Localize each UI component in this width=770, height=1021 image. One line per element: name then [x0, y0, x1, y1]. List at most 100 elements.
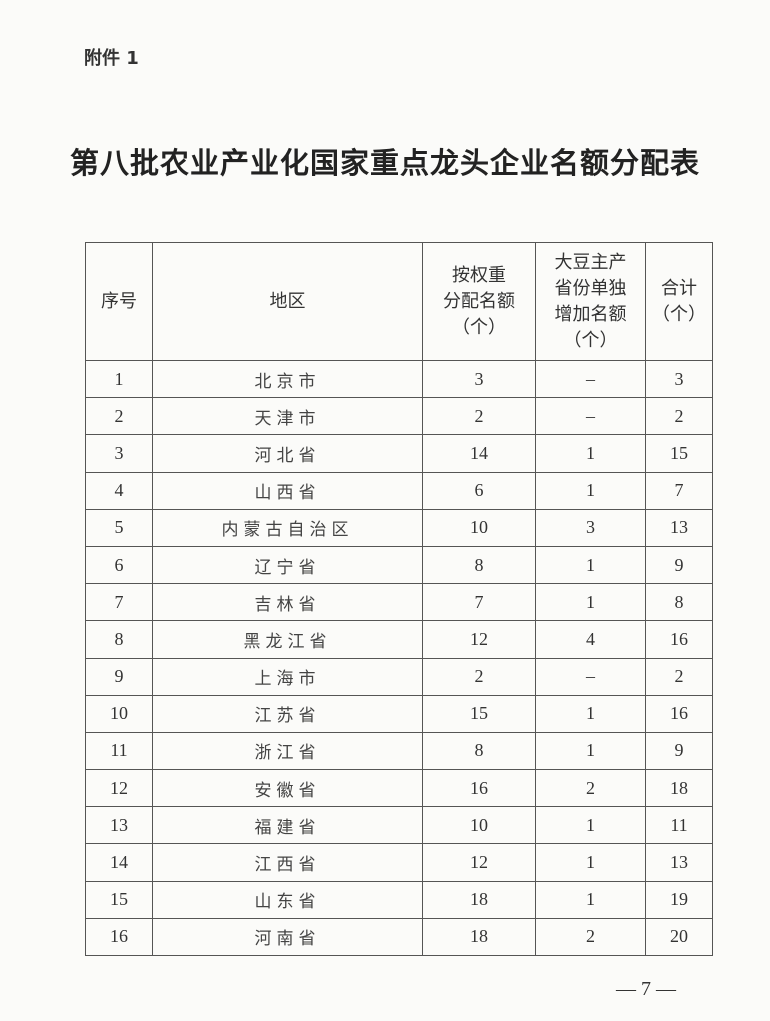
- table-row: 15 山东省 18 1 19: [85, 880, 713, 919]
- cell-index: 10: [85, 694, 153, 733]
- cell-weighted-quota: 8: [422, 545, 536, 585]
- cell-index: 7: [85, 583, 153, 622]
- cell-soybean-extra: 4: [535, 620, 646, 659]
- cell-soybean-extra: –: [535, 359, 646, 399]
- cell-total: 2: [645, 657, 713, 696]
- document-title: 第八批农业产业化国家重点龙头企业名额分配表: [69, 146, 700, 180]
- cell-total: 15: [645, 434, 713, 473]
- attachment-label: 附件 1: [84, 48, 139, 69]
- table-row: 11 浙江省 8 1 9: [85, 731, 713, 771]
- cell-weighted-quota: 10: [422, 806, 536, 845]
- cell-region: 河北省: [152, 434, 423, 473]
- cell-total: 8: [645, 583, 713, 622]
- cell-weighted-quota: 12: [422, 620, 536, 659]
- cell-index: 1: [85, 359, 153, 399]
- cell-index: 5: [85, 508, 153, 547]
- cell-index: 15: [85, 880, 153, 919]
- cell-index: 6: [85, 545, 153, 585]
- page-number: — 7 —: [616, 978, 676, 1000]
- table-row: 4 山西省 6 1 7: [85, 471, 713, 510]
- cell-region: 北京市: [152, 359, 423, 399]
- cell-soybean-extra: 1: [535, 583, 646, 622]
- cell-index: 4: [85, 471, 153, 510]
- cell-region: 吉林省: [152, 583, 423, 622]
- table-row: 1 北京市 3–3: [85, 359, 713, 399]
- cell-total: 9: [645, 731, 713, 771]
- cell-weighted-quota: 2: [422, 657, 536, 696]
- cell-soybean-extra: –: [535, 397, 646, 436]
- cell-index: 13: [85, 806, 153, 845]
- cell-weighted-quota: 18: [422, 917, 536, 957]
- cell-index: 3: [85, 434, 153, 473]
- table-row: 6 辽宁省 8 1 9: [85, 545, 713, 585]
- header-index: 序号: [85, 242, 153, 361]
- cell-weighted-quota: 12: [422, 843, 536, 882]
- cell-weighted-quota: 16: [422, 769, 536, 808]
- cell-weighted-quota: 8: [422, 731, 536, 771]
- table-row: 13 福建省 10 1 11: [85, 806, 713, 845]
- cell-region: 上海市: [152, 657, 423, 696]
- table-header-row: 序号 地区 按权重 分配名额 （个） 大豆主产 省份单独 增加名额 （个） 合计…: [85, 242, 713, 361]
- table-row: 2 天津市 2–2: [85, 397, 713, 436]
- header-total: 合计 （个）: [645, 242, 713, 361]
- cell-weighted-quota: 18: [422, 880, 536, 919]
- cell-soybean-extra: 1: [535, 806, 646, 845]
- cell-region: 河南省: [152, 917, 423, 957]
- cell-soybean-extra: –: [535, 657, 646, 696]
- table-row: 8 黑龙江省 12 4 16: [85, 620, 713, 659]
- cell-soybean-extra: 1: [535, 694, 646, 733]
- header-soybean-extra-quota: 大豆主产 省份单独 增加名额 （个）: [535, 242, 646, 361]
- cell-total: 13: [645, 508, 713, 547]
- table-row: 7 吉林省 7 1 8: [85, 583, 713, 622]
- cell-weighted-quota: 10: [422, 508, 536, 547]
- header-weighted-quota: 按权重 分配名额 （个）: [422, 242, 536, 361]
- cell-soybean-extra: 1: [535, 843, 646, 882]
- cell-index: 12: [85, 769, 153, 808]
- cell-index: 8: [85, 620, 153, 659]
- cell-weighted-quota: 6: [422, 471, 536, 510]
- table-row: 16 河南省 18 2 20: [85, 917, 713, 957]
- allocation-table: 序号 地区 按权重 分配名额 （个） 大豆主产 省份单独 增加名额 （个） 合计…: [85, 242, 713, 957]
- cell-weighted-quota: 15: [422, 694, 536, 733]
- cell-total: 2: [645, 397, 713, 436]
- cell-region: 浙江省: [152, 731, 423, 771]
- cell-region: 黑龙江省: [152, 620, 423, 659]
- table-row: 12 安徽省 16 2 18: [85, 769, 713, 808]
- cell-region: 辽宁省: [152, 545, 423, 585]
- table-row: 3 河北省 14 1 15: [85, 434, 713, 473]
- cell-total: 13: [645, 843, 713, 882]
- cell-region: 天津市: [152, 397, 423, 436]
- cell-index: 16: [85, 917, 153, 957]
- cell-weighted-quota: 7: [422, 583, 536, 622]
- cell-soybean-extra: 1: [535, 545, 646, 585]
- cell-total: 20: [645, 917, 713, 957]
- cell-region: 安徽省: [152, 769, 423, 808]
- cell-index: 2: [85, 397, 153, 436]
- table-row: 5 内蒙古自治区 10 3 13: [85, 508, 713, 547]
- table-row: 9 上海市 2–2: [85, 657, 713, 696]
- cell-total: 9: [645, 545, 713, 585]
- cell-total: 7: [645, 471, 713, 510]
- cell-soybean-extra: 1: [535, 471, 646, 510]
- cell-soybean-extra: 2: [535, 917, 646, 957]
- cell-soybean-extra: 1: [535, 731, 646, 771]
- cell-region: 福建省: [152, 806, 423, 845]
- cell-region: 江苏省: [152, 694, 423, 733]
- table-row: 10 江苏省 15 1 16: [85, 694, 713, 733]
- cell-soybean-extra: 1: [535, 880, 646, 919]
- cell-index: 9: [85, 657, 153, 696]
- cell-index: 11: [85, 731, 153, 771]
- cell-total: 18: [645, 769, 713, 808]
- cell-total: 11: [645, 806, 713, 845]
- cell-total: 16: [645, 694, 713, 733]
- header-region: 地区: [152, 242, 423, 361]
- cell-weighted-quota: 14: [422, 434, 536, 473]
- cell-region: 江西省: [152, 843, 423, 882]
- cell-total: 19: [645, 880, 713, 919]
- cell-weighted-quota: 3: [422, 359, 536, 399]
- cell-soybean-extra: 3: [535, 508, 646, 547]
- cell-region: 山西省: [152, 471, 423, 510]
- cell-weighted-quota: 2: [422, 397, 536, 436]
- cell-region: 山东省: [152, 880, 423, 919]
- cell-region: 内蒙古自治区: [152, 508, 423, 547]
